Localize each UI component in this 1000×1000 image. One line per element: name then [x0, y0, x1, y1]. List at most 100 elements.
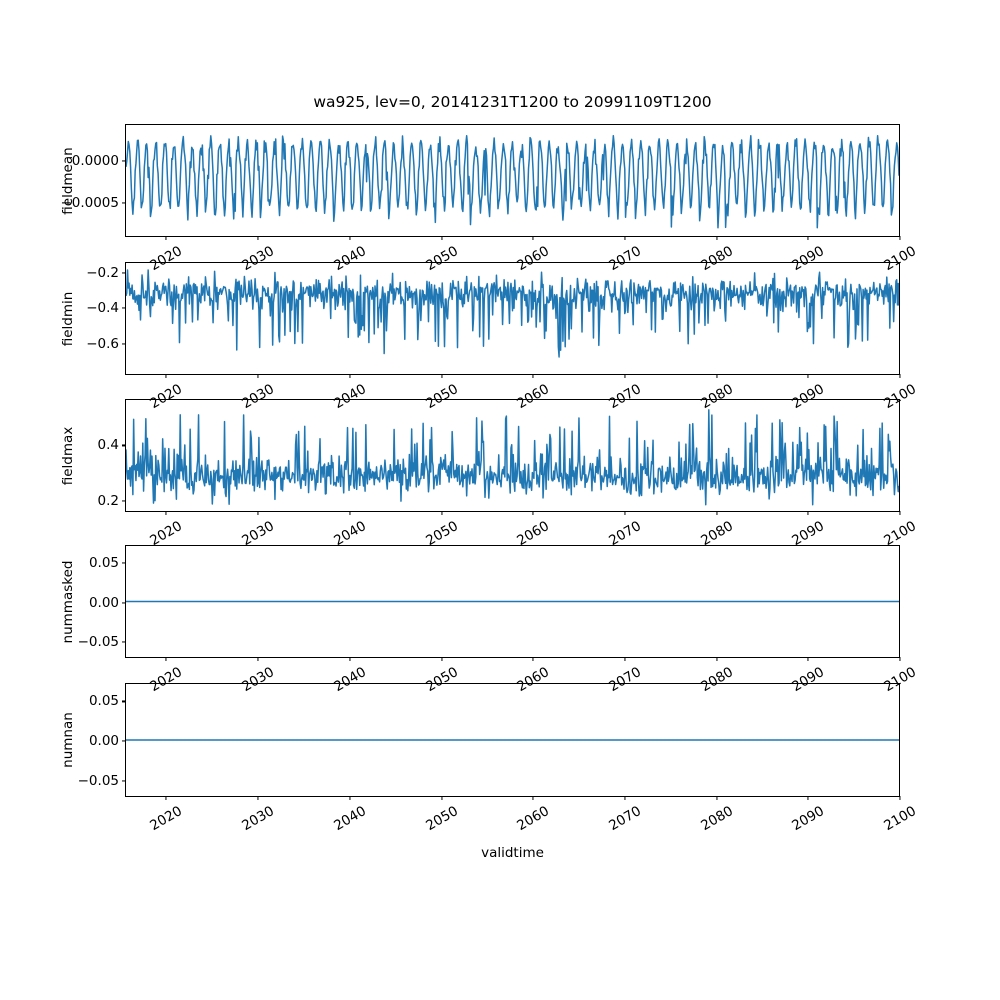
- x-tick-label: 2020: [147, 803, 186, 835]
- x-tick-label: 2100: [881, 803, 920, 835]
- x-tick-mark: [807, 657, 809, 661]
- x-tick-label: 2060: [514, 803, 553, 835]
- x-tick-mark: [165, 796, 167, 800]
- x-tick-mark: [807, 236, 809, 240]
- y-tick-mark: [122, 160, 126, 162]
- y-axis-label-fieldmin: fieldmin: [60, 291, 76, 346]
- y-tick-label: 0.00: [88, 733, 119, 749]
- x-tick-mark: [532, 374, 534, 378]
- x-tick-mark: [165, 511, 167, 515]
- subplot-numnan[interactable]: 0.05 0.00 −0.05 numnan 2020 2030 2040 2050 2060 2…: [60, 683, 919, 834]
- series-line-fieldmean: [126, 134, 899, 229]
- plot-area-fieldmean: [126, 134, 899, 229]
- y-tick-mark: [122, 202, 126, 204]
- y-tick-label: −0.2: [86, 264, 119, 281]
- y-tick-label: −0.4: [86, 300, 119, 317]
- x-tick-mark: [440, 796, 443, 800]
- x-tick-mark: [165, 236, 167, 240]
- y-tick-label: 0.2: [97, 492, 119, 509]
- y-tick-mark: [122, 444, 126, 447]
- y-axis-label-nummasked: nummasked: [60, 560, 76, 643]
- x-tick-mark: [257, 511, 259, 515]
- x-tick-mark: [349, 657, 351, 661]
- x-tick-mark: [349, 511, 351, 515]
- y-tick-mark: [122, 780, 126, 782]
- x-tick-mark: [624, 374, 626, 378]
- x-tick-mark: [532, 511, 534, 515]
- x-tick-mark: [532, 796, 534, 800]
- x-tick-mark: [899, 796, 901, 800]
- subplot-fieldmin[interactable]: −0.2 −0.4 −0.6 fieldmin 2020 2030 2040 2050 2060…: [60, 262, 919, 412]
- x-tick-mark: [807, 796, 809, 800]
- figure-title: wa925, lev=0, 20141231T1200 to 20991109T…: [313, 93, 712, 111]
- x-tick-mark: [349, 236, 351, 240]
- x-tick-mark: [716, 374, 718, 378]
- plot-area-numnan: [126, 739, 899, 741]
- y-tick-mark: [122, 343, 126, 345]
- x-tick-mark: [624, 511, 626, 515]
- x-tick-mark: [716, 511, 718, 515]
- y-tick-label: 0.05: [88, 555, 119, 572]
- series-line-fieldmin: [126, 269, 899, 358]
- y-axis-label-numnan: numnan: [60, 712, 76, 768]
- x-tick-mark: [807, 511, 809, 515]
- subplot-fieldmax[interactable]: 0.4 0.2 fieldmax 2020 2030 2040 2050 2060 2070 20…: [60, 399, 919, 549]
- y-tick-mark: [122, 700, 126, 702]
- x-tick-mark: [349, 374, 351, 378]
- x-tick-label: 2030: [239, 803, 278, 835]
- x-tick-mark: [257, 236, 259, 240]
- y-tick-mark: [122, 601, 126, 604]
- y-tick-label: 0.00: [88, 594, 119, 611]
- x-tick-label: 2040: [331, 803, 369, 835]
- plot-area-fieldmax: [126, 409, 899, 506]
- y-tick-label: −0.05: [77, 772, 119, 789]
- x-tick-mark: [899, 374, 901, 378]
- y-axis-label-fieldmean: fieldmean: [60, 146, 76, 215]
- x-tick-mark: [899, 657, 901, 661]
- y-tick-mark: [122, 641, 126, 643]
- y-tick-label: 0.05: [88, 693, 119, 710]
- x-tick-label: 2050: [422, 803, 461, 835]
- x-tick-mark: [899, 236, 901, 240]
- subplot-fieldmean[interactable]: 0.0000 −0.0005 fieldmean 2020 2030 2040 2050 20…: [60, 124, 919, 274]
- y-tick-mark: [122, 562, 126, 564]
- x-tick-mark: [624, 236, 626, 240]
- x-tick-mark: [716, 236, 718, 240]
- x-tick-label: 2080: [697, 803, 736, 835]
- x-tick-mark: [532, 236, 534, 240]
- y-tick-label: −0.0005: [60, 194, 119, 211]
- y-axis-label-fieldmax: fieldmax: [60, 426, 76, 485]
- x-tick-mark: [349, 796, 351, 800]
- x-tick-mark: [165, 374, 167, 378]
- x-tick-mark: [440, 511, 443, 515]
- x-tick-mark: [716, 657, 718, 661]
- x-axis-label: validtime: [481, 845, 544, 861]
- x-tick-mark: [165, 657, 167, 661]
- y-tick-label: 0.4: [97, 437, 119, 454]
- y-tick-mark: [122, 272, 126, 274]
- x-tick-mark: [257, 374, 259, 378]
- x-tick-mark: [257, 657, 259, 661]
- x-tick-mark: [899, 511, 901, 515]
- y-tick-mark: [122, 740, 126, 742]
- y-tick-label: −0.05: [77, 633, 119, 650]
- x-tick-label: 2090: [789, 803, 828, 835]
- x-tick-mark: [440, 374, 443, 378]
- x-tick-mark: [716, 796, 718, 800]
- y-tick-mark: [122, 307, 126, 309]
- plot-area-nummasked: [126, 600, 899, 603]
- x-tick-mark: [624, 796, 626, 800]
- subplot-nummasked[interactable]: 0.05 0.00 −0.05 nummasked 2020 2030 2040 2050 20…: [60, 545, 919, 695]
- x-tick-mark: [440, 236, 443, 240]
- y-tick-label: 0.0000: [71, 152, 119, 169]
- series-line-fieldmax: [126, 409, 899, 506]
- y-tick-mark: [122, 500, 126, 502]
- x-tick-mark: [257, 796, 259, 800]
- x-tick-mark: [440, 657, 443, 661]
- y-tick-label: −0.6: [86, 335, 119, 352]
- x-tick-label: 2070: [606, 803, 644, 835]
- x-tick-mark: [624, 657, 626, 661]
- x-tick-mark: [532, 657, 534, 661]
- x-tick-mark: [807, 374, 809, 378]
